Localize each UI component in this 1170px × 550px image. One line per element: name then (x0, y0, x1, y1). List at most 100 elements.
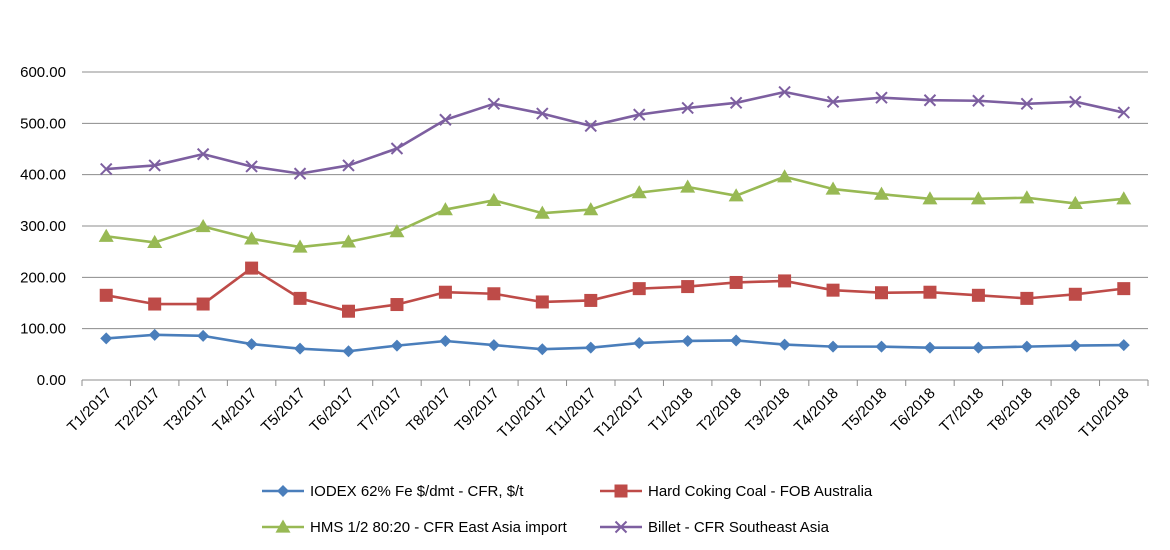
x-tick-label: T4/2018 (791, 385, 842, 436)
data-point (778, 85, 791, 99)
data-point (1020, 97, 1034, 111)
x-tick-label: T1/2018 (646, 385, 697, 436)
legend-marker (277, 485, 289, 497)
data-point (1117, 282, 1131, 296)
x-tick-label: T6/2018 (888, 385, 939, 436)
legend-label: Hard Coking Coal - FOB Australia (648, 483, 873, 500)
data-point (681, 280, 695, 294)
plot-area (98, 85, 1132, 358)
data-point (536, 343, 549, 356)
data-point (972, 341, 985, 354)
data-point (1116, 191, 1132, 205)
data-point (100, 332, 113, 345)
data-point (970, 191, 986, 205)
data-point (632, 282, 646, 296)
x-tick-label: T6/2017 (306, 385, 357, 436)
data-point (487, 287, 501, 301)
data-point (100, 162, 113, 176)
legend-label: IODEX 62% Fe $/dmt - CFR, $/t (310, 483, 524, 500)
x-tick-label: T5/2017 (258, 385, 309, 436)
data-point (342, 345, 355, 358)
gridlines (82, 71, 1148, 381)
data-point (584, 293, 598, 307)
series-line (106, 90, 1125, 175)
data-point (486, 192, 502, 206)
data-point (439, 334, 452, 347)
series-1 (99, 261, 1131, 318)
data-point (293, 167, 307, 180)
data-point (778, 338, 791, 351)
x-tick-label: T2/2017 (113, 385, 164, 436)
data-point (584, 119, 597, 133)
data-point (98, 228, 114, 242)
data-point (584, 341, 597, 354)
data-point (99, 288, 113, 302)
x-tick-label: T5/2018 (839, 385, 890, 436)
x-tick-label: T12/2017 (591, 385, 648, 442)
series-line (106, 175, 1124, 249)
legend-item: Hard Coking Coal - FOB Australia (600, 483, 873, 500)
data-point (1068, 287, 1082, 301)
data-point (1117, 339, 1130, 352)
y-tick-label: 200.00 (20, 269, 66, 286)
data-point (728, 188, 744, 202)
data-point (874, 186, 889, 200)
data-point (923, 94, 937, 107)
data-point (680, 179, 696, 193)
x-tick-label: T8/2018 (985, 385, 1036, 436)
data-point (633, 108, 646, 121)
data-point (1067, 195, 1083, 210)
data-point (390, 339, 403, 352)
y-axis: 0.00 100.00 200.00 300.00 400.00 500.00 600.00 (20, 64, 66, 389)
x-tick-label: T7/2017 (355, 385, 406, 436)
data-point (729, 275, 743, 289)
data-point (390, 298, 404, 312)
data-point (633, 337, 646, 350)
data-point (1069, 95, 1082, 108)
y-tick-label: 400.00 (20, 167, 66, 184)
data-point (827, 340, 840, 353)
data-point (196, 297, 210, 311)
series-line (105, 266, 1124, 313)
data-point (197, 329, 210, 342)
series-3 (100, 85, 1130, 180)
data-point (536, 107, 549, 120)
data-point (825, 181, 841, 195)
data-point (777, 169, 793, 183)
data-point (245, 160, 258, 173)
legend-item: IODEX 62% Fe $/dmt - CFR, $/t (262, 483, 524, 500)
data-point (341, 234, 356, 248)
x-tick-label: T10/2018 (1076, 385, 1133, 442)
data-point (1020, 340, 1033, 353)
y-tick-label: 500.00 (20, 115, 66, 132)
data-point (730, 334, 743, 347)
x-tick-label: T8/2017 (403, 385, 454, 436)
legend-item: Billet - CFR Southeast Asia (600, 519, 830, 536)
data-point (342, 304, 355, 318)
data-point (631, 185, 647, 199)
y-tick-label: 100.00 (20, 321, 66, 338)
data-point (681, 334, 694, 347)
series-2 (98, 169, 1132, 253)
x-tick-label: T3/2018 (742, 385, 793, 436)
data-point (389, 224, 405, 238)
legend-label: Billet - CFR Southeast Asia (648, 519, 830, 536)
y-tick-label: 0.00 (37, 372, 66, 389)
x-tick-label: T4/2017 (209, 385, 260, 436)
data-point (292, 239, 308, 253)
y-tick-label: 300.00 (20, 218, 66, 235)
data-point (195, 219, 211, 233)
data-point (487, 339, 500, 352)
data-point (293, 291, 307, 305)
x-axis: T1/2017T2/2017T3/2017T4/2017T5/2017T6/20… (64, 380, 1149, 442)
data-point (390, 142, 404, 155)
data-point (438, 285, 452, 299)
data-point (147, 234, 163, 249)
data-point (922, 191, 938, 205)
legend-label: HMS 1/2 80:20 - CFR East Asia import (310, 519, 568, 536)
data-point (245, 338, 258, 351)
data-point (778, 274, 792, 288)
y-tick-label: 600.00 (20, 64, 66, 81)
